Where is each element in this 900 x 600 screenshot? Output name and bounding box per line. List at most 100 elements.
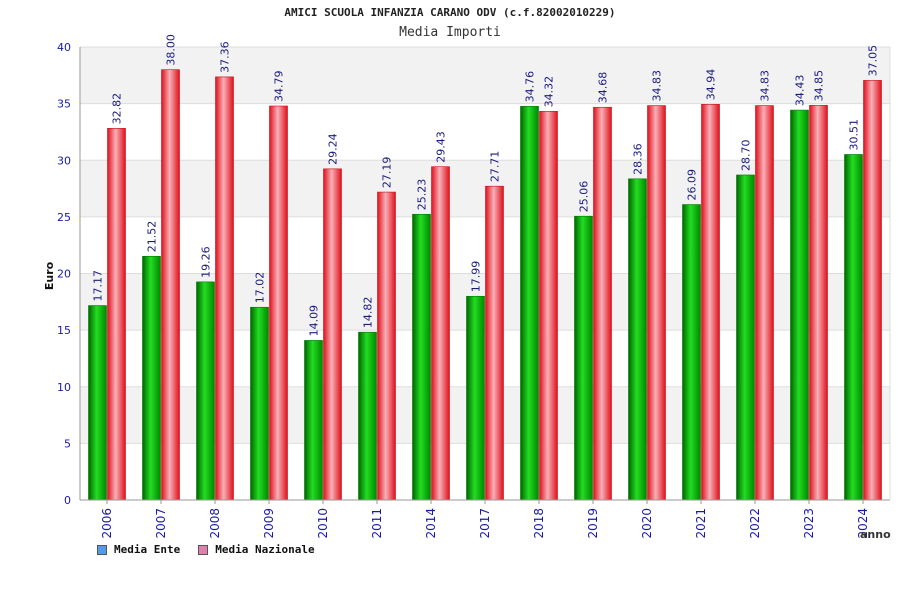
bar-media-nazionale (431, 166, 450, 501)
data-label: 34.32 (543, 76, 556, 108)
bar-media-nazionale (377, 191, 396, 501)
data-label: 27.71 (489, 151, 502, 183)
data-label: 25.23 (416, 179, 429, 211)
y-tick-label: 10 (57, 381, 71, 394)
data-label: 32.82 (111, 93, 124, 125)
plot-band (80, 47, 890, 104)
legend: Media Ente Media Nazionale (97, 543, 315, 556)
bar-media-ente (520, 106, 539, 501)
x-tick-label: 2009 (262, 508, 276, 539)
bar-media-ente (304, 340, 323, 501)
data-label: 17.02 (254, 272, 267, 304)
plot-background (80, 47, 890, 500)
bar-media-nazionale (161, 69, 180, 501)
x-tick-label: 2019 (586, 508, 600, 539)
bar-media-nazionale (593, 106, 612, 501)
bar-media-ente (466, 295, 485, 501)
bar-media-ente (358, 331, 377, 501)
x-tick-label: 2024 (856, 508, 870, 539)
y-tick-label: 25 (57, 211, 71, 224)
data-label: 34.76 (524, 71, 537, 103)
data-label: 21.52 (146, 221, 159, 253)
data-label: 34.85 (813, 70, 826, 102)
plot-band (80, 443, 890, 500)
bars: 17.17 32.82 21.52 38.00 19.26 37.36 17.02 34.79… (88, 34, 882, 501)
y-tick-label: 5 (64, 437, 71, 450)
chart-subtitle: Media Importi (399, 25, 501, 40)
plot-band (80, 216, 890, 274)
bar-media-ente (844, 154, 863, 501)
plot-band (80, 160, 890, 217)
plot-band (80, 386, 890, 444)
grid-lines (80, 46, 890, 501)
bar-media-ente (412, 213, 431, 501)
data-label: 34.94 (705, 69, 718, 101)
legend-item-media-nazionale: Media Nazionale (198, 543, 315, 556)
data-label: 29.43 (435, 131, 448, 163)
y-axis-label: Euro (43, 261, 56, 290)
chart-title: AMICI SCUOLA INFANZIA CARANO ODV (c.f.82… (284, 6, 616, 19)
bar-media-ente (682, 204, 701, 501)
x-tick-label: 2014 (424, 508, 438, 539)
x-tick-label: 2017 (478, 508, 492, 539)
data-label: 27.19 (381, 157, 394, 189)
x-tick-label: 2022 (748, 508, 762, 539)
bar-media-ente (196, 281, 215, 501)
y-tick-label: 35 (57, 98, 71, 111)
bar-media-nazionale (215, 76, 234, 501)
bar-media-nazionale (107, 128, 126, 501)
y-tick-label: 15 (57, 324, 71, 337)
bar-media-ente (142, 255, 161, 501)
legend-label-media-ente: Media Ente (114, 543, 181, 556)
bar-media-ente (790, 109, 809, 501)
bar-media-nazionale (647, 105, 666, 501)
x-tick-label: 2018 (532, 508, 546, 539)
y-tick-label: 20 (57, 268, 71, 281)
legend-label-media-nazionale: Media Nazionale (215, 543, 315, 556)
y-tick-label: 0 (64, 494, 71, 507)
x-axis-label: anno (860, 528, 891, 541)
x-tick-label: 2006 (100, 508, 114, 539)
data-label: 30.51 (848, 119, 861, 151)
bar-media-ente (88, 305, 107, 501)
data-label: 17.17 (92, 270, 105, 302)
bar-media-ente (736, 174, 755, 501)
y-tick-label: 30 (57, 154, 71, 167)
bar-media-ente (250, 306, 269, 501)
y-tick-label: 40 (57, 41, 71, 54)
x-tick-label: 2011 (370, 508, 384, 539)
x-tick-label: 2021 (694, 508, 708, 539)
x-tick-label: 2010 (316, 508, 330, 539)
bar-media-nazionale (755, 105, 774, 501)
data-label: 34.43 (794, 75, 807, 107)
data-label: 19.26 (200, 246, 213, 278)
data-label: 29.24 (327, 133, 340, 165)
data-label: 28.70 (740, 139, 753, 171)
bar-media-ente (628, 178, 647, 501)
legend-item-media-ente: Media Ente (97, 543, 180, 556)
data-label: 17.99 (470, 261, 483, 293)
data-label: 26.09 (686, 169, 699, 201)
data-label: 34.68 (597, 72, 610, 104)
data-label: 37.05 (867, 45, 880, 77)
bar-media-ente (574, 215, 593, 501)
legend-swatch-media-nazionale (198, 544, 209, 555)
bar-media-nazionale (539, 111, 558, 501)
bar-media-nazionale (485, 185, 504, 501)
bar-media-nazionale (269, 105, 288, 501)
data-label: 25.06 (578, 181, 591, 213)
data-label: 38.00 (165, 34, 178, 66)
x-tick-label: 2008 (208, 508, 222, 539)
data-label: 34.79 (273, 71, 286, 103)
bar-media-nazionale (809, 105, 828, 501)
data-label: 28.36 (632, 143, 645, 175)
bar-media-nazionale (863, 80, 882, 501)
legend-swatch-media-ente (97, 544, 107, 555)
data-label: 37.36 (219, 41, 232, 73)
bar-media-nazionale (701, 104, 720, 501)
data-label: 14.09 (308, 305, 321, 337)
data-label: 14.82 (362, 297, 375, 329)
data-label: 34.83 (759, 70, 772, 102)
data-label: 34.83 (651, 70, 664, 102)
